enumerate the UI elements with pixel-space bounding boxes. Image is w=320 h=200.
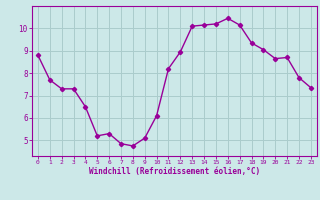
X-axis label: Windchill (Refroidissement éolien,°C): Windchill (Refroidissement éolien,°C) bbox=[89, 167, 260, 176]
